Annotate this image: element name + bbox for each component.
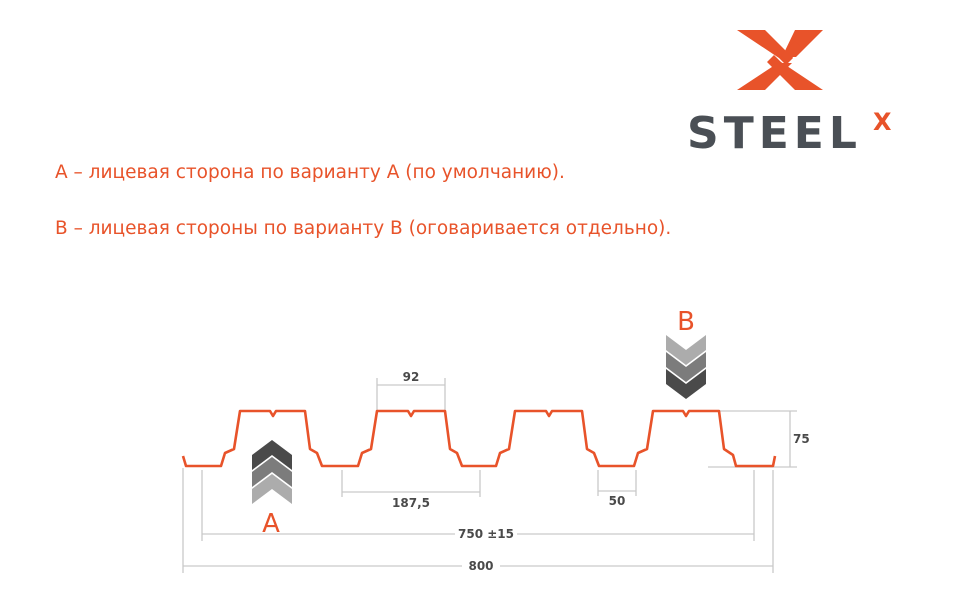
dimension-lines (182, 378, 797, 573)
chevrons-up-icon (252, 440, 292, 504)
logo-x-mark (737, 30, 823, 90)
profile-line (181, 409, 777, 468)
steelx-logo: STEEL X (687, 30, 892, 159)
chevrons-down-icon (666, 335, 706, 399)
dim-pitch: 187,5 (392, 496, 430, 510)
label-b: B (677, 307, 695, 337)
logo-superscript: X (873, 108, 892, 136)
label-a: A (262, 509, 280, 539)
dim-working-width: 750 ±15 (458, 527, 514, 541)
dim-height: 75 (793, 432, 810, 446)
dim-bottom: 50 (609, 494, 626, 508)
note-side-b: В – лицевая стороны по варианту В (огова… (55, 218, 672, 239)
note-side-a: А – лицевая сторона по варианту А (по ум… (55, 162, 565, 183)
dim-total-width: 800 (468, 559, 493, 573)
dim-rib-top: 92 (403, 370, 420, 384)
logo-text: STEEL (687, 108, 862, 159)
